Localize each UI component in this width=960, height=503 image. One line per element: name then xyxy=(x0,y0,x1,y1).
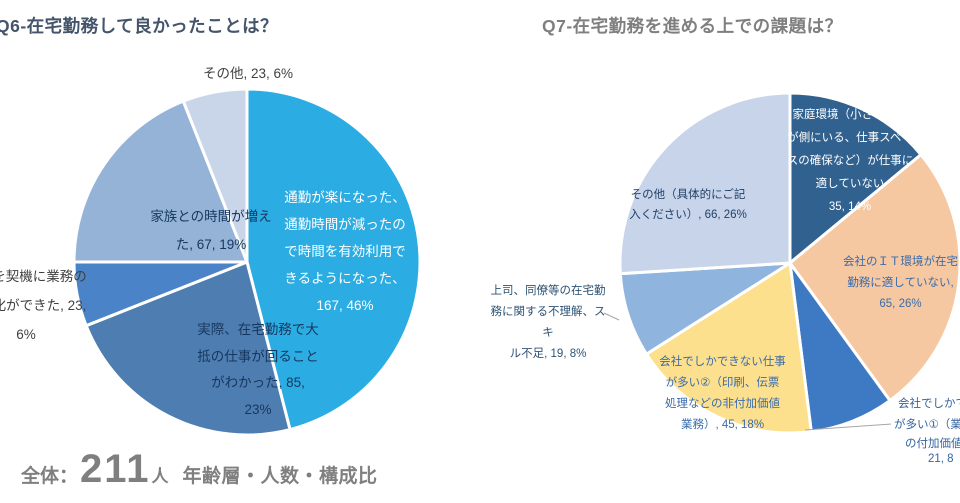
label-line: その他（具体的にご記 xyxy=(630,189,746,201)
q7-pie-slice-1 xyxy=(788,153,960,403)
q7-label-it-environment: 会社のＩＴ環境が在宅 勤務に適していない, 65, 26% xyxy=(828,252,960,315)
label-line: 上司、同僚等の在宅勤 xyxy=(490,285,606,297)
q7-label-home-environment: 家庭環境（小さい子供 が側にいる、仕事スペー スの確保など）が仕事に 適していな… xyxy=(775,104,925,219)
label-line: 家庭環境（小さい子供 xyxy=(792,109,908,121)
label-line: きるようになった、 xyxy=(284,271,406,286)
q6-label-efficiency: 今回を契機に業務の 効率化ができた, 23, 6% xyxy=(0,262,120,349)
label-line: スの確保など）が仕事に xyxy=(786,155,914,167)
label-line: 通勤時間が減ったの xyxy=(284,217,406,232)
label-line: が多い②（印刷、伝票 xyxy=(665,377,780,389)
label-line: 勤務に適していない, xyxy=(847,277,954,289)
label-line: 抵の仕事が回ること xyxy=(197,348,319,364)
label-line: 入ください）, 66, 26% xyxy=(629,209,747,221)
label-line: 今回を契機に業務の xyxy=(0,269,87,284)
q7-pie-chart xyxy=(618,91,960,435)
label-line: が側にいる、仕事スペー xyxy=(787,132,913,144)
q7-label-boss-understanding: 上司、同僚等の在宅勤 務に関する不理解、スキ ル不足, 19, 8% xyxy=(485,281,611,365)
q7-chart-title: Q7-在宅勤務を進める上での課題は？ xyxy=(542,16,843,36)
label-line: がわかった, 85, xyxy=(211,375,305,390)
q6-pie-slice-4 xyxy=(181,87,249,264)
q7-pie-slice-3 xyxy=(644,261,813,435)
q7-pie-slice-5 xyxy=(618,91,792,276)
label-line: 家族との時間が増え xyxy=(150,209,272,224)
q6-pie-slice-0 xyxy=(245,87,422,432)
footer-total-number: 211 xyxy=(80,447,151,491)
label-line: 35, 14% xyxy=(828,201,872,213)
q6-pie-chart xyxy=(72,87,422,437)
label-line: 会社のＩＴ環境が在宅 xyxy=(843,256,958,268)
q6-label-family-time: 家族との時間が増え た, 67, 19% xyxy=(129,203,293,259)
q6-pie-slice-1 xyxy=(84,260,292,437)
label-line: 適していない xyxy=(815,178,885,190)
label-line: た, 67, 19% xyxy=(175,237,247,252)
footer-total: 全体： 211 人 年齢層・人数・構成比 xyxy=(21,449,378,489)
q7-kaisha1-leader-line xyxy=(804,423,892,431)
q7-label-office-only-work1: 会社でしかでき xyxy=(898,398,960,410)
footer-total-unit: 人 xyxy=(151,467,169,486)
label-line: 効率化ができた, 23, xyxy=(0,298,87,313)
q6-label-work-goes-on: 実際、在宅勤務で大 抵の仕事が回ること がわかった, 85, 23% xyxy=(181,317,335,423)
label-line: その他, 23, 6% xyxy=(202,66,294,81)
footer-caption: 年齢層・人数・構成比 xyxy=(182,466,378,487)
q7-pie-slice-0 xyxy=(788,91,923,265)
footer-total-prefix: 全体： xyxy=(21,466,79,487)
q7-label-other: その他（具体的にご記 入ください）, 66, 26% xyxy=(612,185,764,225)
label-line: ル不足, 19, 8% xyxy=(509,348,587,360)
q7-label-office-only-work1: の付加価値 xyxy=(905,438,960,450)
label-line: 業務）, 45, 18% xyxy=(680,419,765,431)
q6-label-commute: 通勤が楽になった、 通勤時間が減ったの で時間を有効利用で きるようになった、 … xyxy=(271,184,419,319)
q7-label-office-only-work1: が多い①（業 xyxy=(894,419,960,431)
label-line: 23% xyxy=(244,401,272,417)
label-line: 65, 26% xyxy=(879,298,922,310)
label-line: 実際、在宅勤務で大 xyxy=(197,322,319,337)
label-line: 処理などの非付加価値 xyxy=(665,398,780,410)
label-line: 務に関する不理解、スキ xyxy=(490,306,606,339)
q6-chart-title: Q6-在宅勤務して良かったことは？ xyxy=(0,16,279,36)
q6-pie-slice-3 xyxy=(72,99,249,264)
label-line: 通勤が楽になった、 xyxy=(284,190,406,205)
q7-joshi-leader-line xyxy=(603,312,620,321)
q7-label-office-only-work1: 21, 8 xyxy=(928,453,954,465)
label-line: 会社でしかできない仕事 xyxy=(659,356,786,368)
label-line: 6% xyxy=(16,327,36,342)
label-line: で時間を有効利用で xyxy=(284,244,406,259)
q7-label-office-only-work2: 会社でしかできない仕事 が多い②（印刷、伝票 処理などの非付加価値 業務）, 4… xyxy=(655,352,790,436)
label-line: 167, 46% xyxy=(316,298,374,313)
q6-label-other: その他, 23, 6% xyxy=(168,62,328,82)
